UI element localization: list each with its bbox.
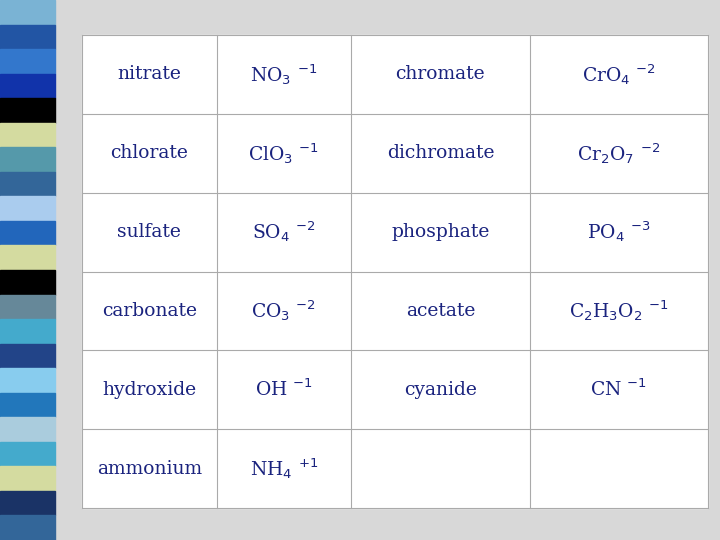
Bar xyxy=(0,0,55,24)
Bar xyxy=(0,197,55,221)
Text: hydroxide: hydroxide xyxy=(102,381,197,399)
Bar xyxy=(0,516,55,540)
Bar xyxy=(0,442,55,467)
Bar xyxy=(0,98,55,123)
Bar xyxy=(82,35,708,508)
Bar xyxy=(0,221,55,246)
Text: cyanide: cyanide xyxy=(404,381,477,399)
Bar xyxy=(0,147,55,172)
Text: CO$_3$ $^{-2}$: CO$_3$ $^{-2}$ xyxy=(251,299,316,323)
Text: PO$_4$ $^{-3}$: PO$_4$ $^{-3}$ xyxy=(587,220,651,245)
Bar xyxy=(0,417,55,442)
Bar xyxy=(0,393,55,417)
Text: acetate: acetate xyxy=(405,302,475,320)
Text: phosphate: phosphate xyxy=(391,223,490,241)
Bar xyxy=(0,123,55,147)
Text: NH$_4$ $^{+1}$: NH$_4$ $^{+1}$ xyxy=(250,456,318,481)
Bar xyxy=(0,24,55,49)
Text: C$_2$H$_3$O$_2$ $^{-1}$: C$_2$H$_3$O$_2$ $^{-1}$ xyxy=(569,299,669,323)
Text: ammonium: ammonium xyxy=(96,460,202,477)
Bar xyxy=(0,343,55,368)
Text: Cr$_2$O$_7$ $^{-2}$: Cr$_2$O$_7$ $^{-2}$ xyxy=(577,141,660,166)
Bar xyxy=(0,294,55,319)
Text: CrO$_4$ $^{-2}$: CrO$_4$ $^{-2}$ xyxy=(582,62,656,87)
Text: SO$_4$ $^{-2}$: SO$_4$ $^{-2}$ xyxy=(252,220,315,245)
Bar xyxy=(0,368,55,393)
Bar xyxy=(0,319,55,343)
Text: nitrate: nitrate xyxy=(117,65,181,83)
Bar xyxy=(0,49,55,73)
Text: carbonate: carbonate xyxy=(102,302,197,320)
Bar xyxy=(0,491,55,516)
Bar xyxy=(0,270,55,294)
Text: ClO$_3$ $^{-1}$: ClO$_3$ $^{-1}$ xyxy=(248,141,320,166)
Text: NO$_3$ $^{-1}$: NO$_3$ $^{-1}$ xyxy=(251,62,318,87)
Text: chromate: chromate xyxy=(395,65,485,83)
Bar xyxy=(0,73,55,98)
Bar xyxy=(0,467,55,491)
Text: dichromate: dichromate xyxy=(387,144,494,162)
Text: chlorate: chlorate xyxy=(110,144,188,162)
Text: CN $^{-1}$: CN $^{-1}$ xyxy=(590,379,647,401)
Text: OH $^{-1}$: OH $^{-1}$ xyxy=(255,379,313,401)
Bar xyxy=(0,246,55,270)
Bar xyxy=(0,172,55,197)
Text: sulfate: sulfate xyxy=(117,223,181,241)
